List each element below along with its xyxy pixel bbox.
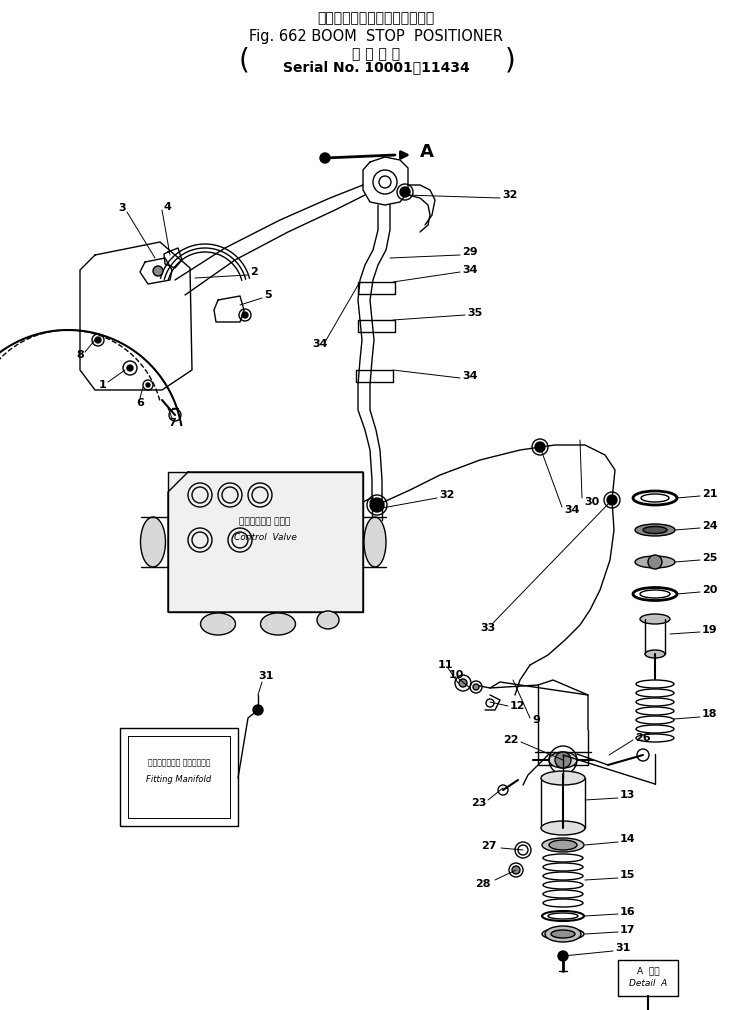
Text: コントロール バルブ: コントロール バルブ <box>239 517 290 526</box>
Ellipse shape <box>549 840 577 850</box>
Circle shape <box>535 442 545 452</box>
Text: 17: 17 <box>620 925 635 935</box>
Circle shape <box>512 866 520 874</box>
Circle shape <box>253 705 263 715</box>
Text: 16: 16 <box>620 907 635 917</box>
Ellipse shape <box>548 913 578 919</box>
Text: 31: 31 <box>615 943 630 953</box>
Text: 34: 34 <box>462 371 478 381</box>
Text: フィッティング マニホールド: フィッティング マニホールド <box>147 759 211 768</box>
Text: (: ( <box>238 46 250 74</box>
Circle shape <box>648 556 662 569</box>
Text: 13: 13 <box>620 790 635 800</box>
Text: 26: 26 <box>635 733 650 743</box>
Text: 34: 34 <box>462 265 478 275</box>
Text: 12: 12 <box>510 701 526 711</box>
Text: Fitting Manifold: Fitting Manifold <box>147 776 211 785</box>
Ellipse shape <box>545 926 581 942</box>
Circle shape <box>127 365 133 371</box>
Circle shape <box>558 951 568 961</box>
Text: 33: 33 <box>480 623 496 633</box>
Circle shape <box>320 153 330 163</box>
Text: A: A <box>420 143 434 161</box>
Text: 35: 35 <box>467 308 482 318</box>
Text: 3: 3 <box>118 203 126 213</box>
Text: 29: 29 <box>462 247 478 257</box>
Circle shape <box>473 684 479 690</box>
Text: 32: 32 <box>439 490 454 500</box>
Ellipse shape <box>551 930 575 938</box>
Text: Control  Valve: Control Valve <box>234 533 296 542</box>
Ellipse shape <box>645 650 665 658</box>
Text: 4: 4 <box>163 202 171 212</box>
Text: 22: 22 <box>503 735 518 745</box>
Text: 7: 7 <box>168 418 176 428</box>
Text: 11: 11 <box>438 660 453 670</box>
Text: Serial No. 10001～11434: Serial No. 10001～11434 <box>283 60 469 74</box>
Ellipse shape <box>364 517 386 567</box>
Circle shape <box>242 312 248 318</box>
Text: 適 用 号 機: 適 用 号 機 <box>352 47 400 61</box>
Text: 27: 27 <box>481 841 496 851</box>
Text: ブーム　ストップ　ポジショナ: ブーム ストップ ポジショナ <box>317 11 435 25</box>
Bar <box>168 472 363 612</box>
Circle shape <box>153 266 163 276</box>
Circle shape <box>459 679 467 687</box>
Text: 6: 6 <box>136 398 144 408</box>
Text: 10: 10 <box>449 670 465 680</box>
Text: 8: 8 <box>76 350 83 360</box>
Text: A  詳細: A 詳細 <box>637 967 660 976</box>
Text: 25: 25 <box>702 553 717 563</box>
Ellipse shape <box>541 771 585 785</box>
Text: 30: 30 <box>584 497 599 507</box>
Ellipse shape <box>201 613 235 635</box>
Text: 32: 32 <box>502 190 517 200</box>
Text: 15: 15 <box>620 870 635 880</box>
Ellipse shape <box>549 752 577 768</box>
Ellipse shape <box>635 556 675 568</box>
Circle shape <box>370 498 384 512</box>
Text: 5: 5 <box>264 290 271 300</box>
Ellipse shape <box>643 526 667 533</box>
Text: 1: 1 <box>99 380 107 390</box>
Text: 24: 24 <box>702 521 717 531</box>
Text: 18: 18 <box>702 709 717 719</box>
Text: 21: 21 <box>702 489 717 499</box>
Ellipse shape <box>260 613 296 635</box>
Text: 34: 34 <box>312 339 328 349</box>
Text: ): ) <box>505 46 515 74</box>
Ellipse shape <box>635 524 675 536</box>
Ellipse shape <box>541 821 585 835</box>
Text: 9: 9 <box>532 715 540 725</box>
Ellipse shape <box>640 590 670 598</box>
Circle shape <box>400 187 410 197</box>
Ellipse shape <box>141 517 165 567</box>
Text: 14: 14 <box>620 834 635 844</box>
Text: Fig. 662 BOOM  STOP  POSITIONER: Fig. 662 BOOM STOP POSITIONER <box>249 28 503 43</box>
Text: 34: 34 <box>564 505 580 515</box>
Circle shape <box>607 495 617 505</box>
Text: 2: 2 <box>250 267 258 277</box>
Ellipse shape <box>317 611 339 629</box>
Text: Detail  A: Detail A <box>629 980 667 989</box>
Ellipse shape <box>542 838 584 852</box>
Text: 28: 28 <box>475 879 490 889</box>
Circle shape <box>555 752 571 768</box>
Circle shape <box>95 337 101 343</box>
Text: 23: 23 <box>471 798 487 808</box>
Ellipse shape <box>542 928 584 940</box>
Ellipse shape <box>640 614 670 624</box>
Text: 31: 31 <box>258 671 274 681</box>
Text: 19: 19 <box>702 625 717 635</box>
Circle shape <box>146 383 150 387</box>
Ellipse shape <box>641 494 669 502</box>
Text: 20: 20 <box>702 585 717 595</box>
